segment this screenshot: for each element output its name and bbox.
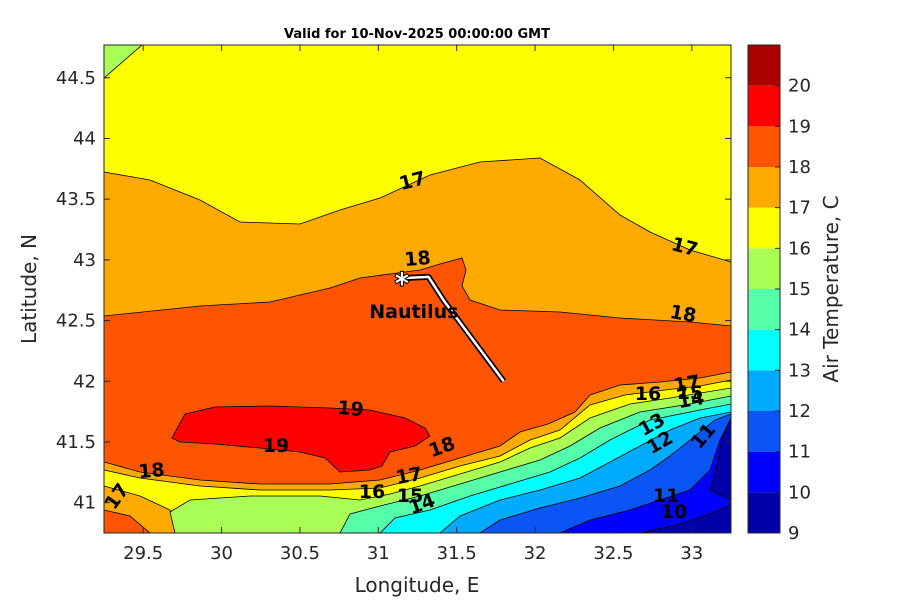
x-axis-ticks: 29.5 30 30.5 31 31.5 32 32.5 33 bbox=[123, 45, 703, 564]
y-tick-label: 41.5 bbox=[56, 432, 96, 453]
contour-label: 18 bbox=[668, 301, 698, 327]
contour-label: 17 bbox=[394, 463, 424, 489]
colorbar-swatch bbox=[748, 207, 780, 249]
contour-label: 16 bbox=[359, 481, 385, 503]
contour-label: 11 bbox=[653, 485, 679, 507]
colorbar-tick-label: 17 bbox=[788, 198, 811, 219]
colorbar-tick-label: 12 bbox=[788, 401, 811, 422]
x-tick-label: 31 bbox=[367, 543, 390, 564]
y-tick-label: 44 bbox=[73, 128, 96, 149]
colorbar-tick-label: 19 bbox=[788, 116, 811, 137]
contour-label: 19 bbox=[336, 397, 364, 421]
colorbar-swatch bbox=[748, 370, 780, 411]
contour-label: 18 bbox=[403, 247, 431, 271]
contour-label: 15 bbox=[677, 382, 703, 404]
colorbar-tick-label: 20 bbox=[788, 76, 811, 97]
y-axis-ticks: 41 41.5 42 42.5 43 43.5 44 44.5 bbox=[56, 68, 731, 514]
contour-field bbox=[104, 45, 731, 533]
x-tick-label: 32.5 bbox=[593, 543, 633, 564]
y-tick-label: 44.5 bbox=[56, 68, 96, 89]
colorbar-swatch bbox=[748, 126, 780, 167]
station-label: Nautilus bbox=[369, 301, 458, 323]
colorbar-swatch bbox=[748, 167, 780, 208]
x-tick-label: 31.5 bbox=[437, 543, 477, 564]
colorbar-swatch bbox=[748, 45, 780, 86]
contour-label: 10 bbox=[661, 501, 687, 523]
colorbar-swatch bbox=[748, 85, 780, 127]
y-tick-label: 42 bbox=[73, 371, 96, 392]
band-15-16 bbox=[104, 45, 143, 79]
contour-label: 19 bbox=[263, 435, 289, 457]
colorbar-tick-label: 15 bbox=[788, 279, 811, 300]
chart-title: Valid for 10-Nov-2025 00:00:00 GMT bbox=[284, 27, 550, 42]
plot-frame bbox=[103, 44, 732, 534]
contour-label: 14 bbox=[676, 387, 706, 413]
contour-label: 17 bbox=[672, 371, 702, 397]
colorbar-tick-label: 10 bbox=[788, 482, 811, 503]
station-star-icon: ✱ bbox=[393, 267, 410, 291]
y-tick-label: 43.5 bbox=[56, 189, 96, 210]
band-red-bl bbox=[104, 509, 151, 533]
colorbar-tick-label: 13 bbox=[788, 360, 811, 381]
band-19-20 bbox=[171, 405, 431, 473]
x-tick-label: 33 bbox=[680, 543, 703, 564]
band-9-below bbox=[639, 504, 731, 533]
colorbar-tick-label: 11 bbox=[788, 442, 811, 463]
colorbar-label: Air Temperature, C bbox=[819, 195, 843, 382]
colorbar-swatch bbox=[748, 492, 780, 533]
y-tick-label: 41 bbox=[73, 493, 96, 514]
x-axis-label: Longitude, E bbox=[355, 573, 480, 597]
x-tick-label: 30 bbox=[210, 543, 233, 564]
ship-track-inner bbox=[401, 275, 505, 383]
contour-label: 16 bbox=[635, 383, 661, 405]
colorbar-tick-label: 9 bbox=[788, 523, 799, 544]
y-tick-label: 43 bbox=[73, 250, 96, 271]
contour-label: 18 bbox=[137, 459, 165, 483]
x-tick-label: 32 bbox=[524, 543, 547, 564]
colorbar-tick-label: 14 bbox=[788, 320, 811, 341]
contour-label: 15 bbox=[397, 485, 423, 507]
colorbar-tick-label: 18 bbox=[788, 157, 811, 178]
colorbar-swatch bbox=[748, 329, 780, 371]
x-tick-label: 30.5 bbox=[280, 543, 320, 564]
y-axis-label: Latitude, N bbox=[17, 234, 41, 344]
colorbar-swatch bbox=[748, 248, 780, 289]
band-blue-right bbox=[709, 417, 731, 501]
y-tick-label: 42.5 bbox=[56, 311, 96, 332]
colorbar-swatch bbox=[748, 289, 780, 330]
colorbar: 9 10 11 12 13 14 15 16 17 18 19 20 bbox=[747, 44, 811, 544]
band-10-below bbox=[559, 417, 731, 533]
x-tick-label: 29.5 bbox=[123, 543, 163, 564]
colorbar-swatch bbox=[748, 411, 780, 452]
colorbar-tick-label: 16 bbox=[788, 238, 811, 259]
colorbar-swatch bbox=[748, 451, 780, 493]
